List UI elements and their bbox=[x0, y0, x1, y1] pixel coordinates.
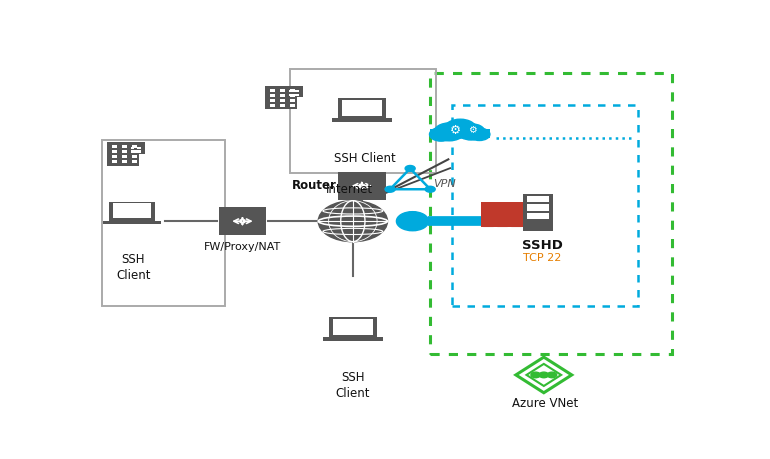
Bar bbox=[504, 215, 521, 219]
Bar bbox=[102, 140, 225, 306]
Text: SSH
Client: SSH Client bbox=[336, 371, 370, 400]
Bar bbox=[219, 207, 266, 235]
Bar bbox=[290, 104, 295, 107]
Text: SSHD: SSHD bbox=[522, 239, 563, 252]
Bar bbox=[109, 202, 155, 220]
Bar bbox=[137, 151, 141, 153]
Bar bbox=[290, 99, 295, 102]
Bar bbox=[430, 73, 672, 354]
Bar bbox=[342, 100, 382, 116]
Bar bbox=[280, 89, 285, 91]
Bar bbox=[329, 336, 377, 337]
Bar bbox=[527, 213, 549, 219]
Bar bbox=[329, 317, 377, 337]
Bar bbox=[511, 221, 521, 225]
Circle shape bbox=[425, 186, 435, 192]
Text: FW/Proxy/NAT: FW/Proxy/NAT bbox=[204, 242, 281, 252]
Circle shape bbox=[531, 372, 541, 378]
Bar bbox=[333, 319, 373, 335]
Bar bbox=[131, 151, 134, 153]
Bar bbox=[270, 104, 275, 107]
Bar bbox=[338, 98, 386, 118]
Circle shape bbox=[539, 372, 548, 378]
Bar bbox=[132, 150, 137, 153]
Text: ⚙: ⚙ bbox=[468, 125, 477, 135]
Bar bbox=[129, 142, 145, 154]
Text: SSH
Client: SSH Client bbox=[116, 253, 150, 282]
Bar bbox=[112, 150, 117, 153]
Bar bbox=[504, 203, 521, 207]
Text: Internet: Internet bbox=[326, 183, 373, 196]
Bar bbox=[132, 145, 137, 148]
Bar bbox=[290, 94, 295, 97]
Bar bbox=[497, 221, 507, 225]
Bar bbox=[122, 150, 127, 153]
Bar bbox=[132, 155, 137, 158]
Bar bbox=[332, 118, 392, 122]
Circle shape bbox=[469, 128, 490, 140]
Bar bbox=[122, 155, 127, 158]
Bar bbox=[527, 204, 549, 211]
Text: Router: Router bbox=[292, 179, 336, 192]
Text: ⚙: ⚙ bbox=[450, 124, 461, 137]
Text: VPN: VPN bbox=[433, 179, 456, 189]
Bar bbox=[112, 160, 117, 163]
Circle shape bbox=[444, 119, 476, 138]
Bar bbox=[483, 209, 494, 213]
Bar bbox=[481, 202, 523, 227]
Bar bbox=[290, 89, 295, 91]
Bar bbox=[122, 160, 127, 163]
Bar bbox=[523, 194, 553, 231]
Bar bbox=[290, 69, 437, 174]
Bar bbox=[112, 145, 117, 148]
Circle shape bbox=[457, 124, 485, 140]
Bar bbox=[107, 142, 139, 166]
Bar bbox=[270, 89, 275, 91]
Bar bbox=[280, 94, 285, 97]
Bar bbox=[287, 86, 303, 97]
Bar bbox=[137, 147, 141, 149]
Bar bbox=[289, 90, 293, 92]
Bar bbox=[109, 220, 155, 221]
Bar bbox=[323, 337, 383, 341]
Bar bbox=[295, 94, 299, 96]
Bar bbox=[430, 129, 490, 138]
Bar bbox=[497, 209, 507, 213]
Circle shape bbox=[430, 128, 453, 141]
Bar bbox=[266, 86, 297, 109]
Bar bbox=[131, 147, 134, 149]
Circle shape bbox=[385, 186, 395, 192]
Bar bbox=[112, 155, 117, 158]
Bar bbox=[270, 94, 275, 97]
Bar bbox=[132, 160, 137, 163]
Bar bbox=[338, 172, 386, 200]
Bar bbox=[483, 215, 501, 219]
Circle shape bbox=[434, 123, 464, 141]
Bar bbox=[483, 221, 494, 225]
Text: SSH Client: SSH Client bbox=[334, 152, 396, 165]
Circle shape bbox=[547, 372, 557, 378]
Bar bbox=[280, 104, 285, 107]
Bar bbox=[280, 99, 285, 102]
Bar bbox=[295, 90, 299, 92]
Circle shape bbox=[397, 212, 429, 231]
Circle shape bbox=[405, 166, 415, 171]
Text: TCP 22: TCP 22 bbox=[524, 253, 562, 263]
Bar bbox=[270, 99, 275, 102]
Bar bbox=[483, 203, 501, 207]
Bar bbox=[113, 203, 151, 218]
Bar bbox=[527, 196, 549, 202]
Bar bbox=[103, 220, 161, 224]
Text: Azure VNet: Azure VNet bbox=[512, 397, 578, 410]
Bar bbox=[122, 145, 127, 148]
Bar bbox=[511, 209, 521, 213]
Bar bbox=[452, 105, 638, 306]
Bar bbox=[289, 94, 293, 96]
Circle shape bbox=[318, 201, 387, 242]
